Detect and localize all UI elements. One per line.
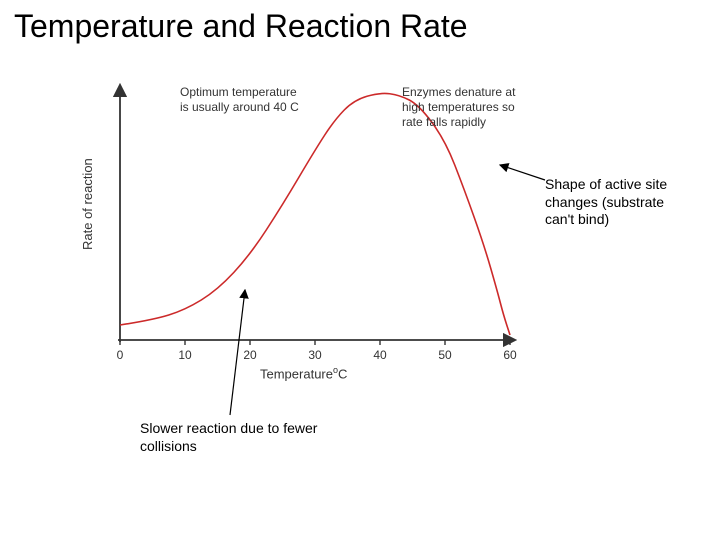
- callout-arrow-denature: [500, 165, 545, 180]
- x-axis-label-text: Temperature: [260, 366, 333, 381]
- x-tick-label: 30: [300, 348, 330, 362]
- callout-fewer-collisions: Slower reaction due to fewer collisions: [140, 420, 340, 455]
- annotation-optimum-temp: Optimum temperature is usually around 40…: [180, 85, 300, 115]
- x-tick-label: 40: [365, 348, 395, 362]
- x-tick-label: 50: [430, 348, 460, 362]
- callout-active-site: Shape of active site changes (substrate …: [545, 176, 695, 229]
- x-tick-label: 60: [495, 348, 525, 362]
- x-tick-label: 20: [235, 348, 265, 362]
- x-tick-label: 0: [105, 348, 135, 362]
- annotation-denature: Enzymes denature at high temperatures so…: [402, 85, 522, 130]
- x-tick-label: 10: [170, 348, 200, 362]
- enzyme-rate-chart: [0, 0, 720, 540]
- x-axis-label: TemperatureoC: [260, 365, 347, 381]
